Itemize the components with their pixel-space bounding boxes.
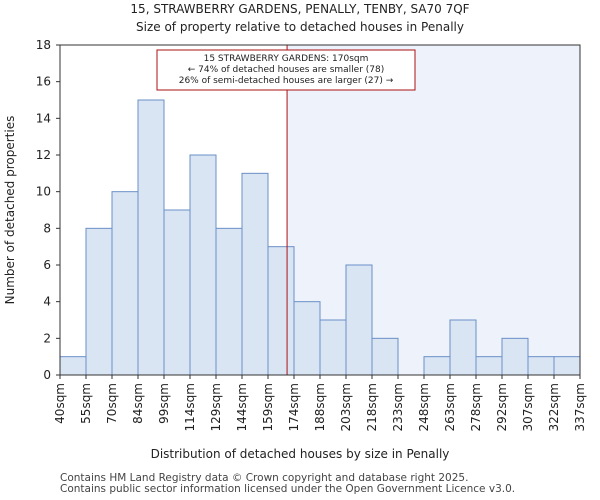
bar: [475, 356, 503, 376]
x-tick-label: 55sqm: [79, 383, 93, 424]
y-tick-label: 8: [43, 221, 51, 235]
bars-group: [59, 99, 581, 376]
x-axis-label: Distribution of detached houses by size …: [151, 447, 450, 461]
bar: [319, 319, 347, 376]
x-tick-label: 84sqm: [131, 383, 145, 424]
bar: [449, 319, 477, 376]
bar: [137, 99, 165, 376]
bar: [345, 264, 373, 376]
x-tick-label: 70sqm: [105, 383, 119, 424]
x-tick-label: 40sqm: [53, 383, 67, 424]
x-tick-label: 263sqm: [443, 383, 457, 431]
x-tick-label: 188sqm: [313, 383, 327, 431]
bar: [241, 172, 269, 376]
bar: [163, 209, 191, 376]
y-tick-label: 12: [36, 148, 51, 162]
annotation-line-1: 15 STRAWBERRY GARDENS: 170sqm: [204, 54, 369, 64]
bar: [267, 246, 295, 376]
x-tick-label: 129sqm: [209, 383, 223, 431]
x-tick-label: 307sqm: [521, 383, 535, 431]
y-tick-label: 16: [36, 75, 51, 89]
y-axis-ticks: 0 2 4 6 8 10 12 14 16 18: [36, 38, 60, 382]
chart-title: 15, STRAWBERRY GARDENS, PENALLY, TENBY, …: [130, 2, 469, 16]
x-tick-label: 337sqm: [573, 383, 587, 431]
bar: [215, 227, 243, 376]
footer-licence: Contains public sector information licen…: [60, 483, 516, 495]
bar: [553, 356, 581, 376]
bar: [111, 191, 139, 376]
y-tick-label: 6: [43, 258, 51, 272]
x-tick-label: 233sqm: [391, 383, 405, 431]
bar: [59, 356, 87, 376]
annotation-line-3: 26% of semi-detached houses are larger (…: [179, 76, 394, 86]
y-tick-label: 0: [43, 368, 51, 382]
bar: [293, 301, 321, 376]
annotation-line-2: ← 74% of detached houses are smaller (78…: [188, 65, 385, 75]
annotation-box: 15 STRAWBERRY GARDENS: 170sqm ← 74% of d…: [156, 49, 416, 91]
bar: [85, 227, 113, 376]
bar: [189, 154, 217, 376]
y-tick-label: 4: [43, 295, 51, 309]
y-tick-label: 14: [36, 111, 51, 125]
x-tick-label: 159sqm: [261, 383, 275, 431]
x-tick-label: 203sqm: [339, 383, 353, 431]
x-tick-label: 114sqm: [183, 383, 197, 431]
x-axis-ticks: 40sqm 55sqm 70sqm 84sqm 99sqm 114sqm 129sqm 144…: [53, 375, 587, 431]
x-tick-label: 144sqm: [235, 383, 249, 431]
x-tick-label: 322sqm: [547, 383, 561, 431]
y-tick-label: 2: [43, 331, 51, 345]
x-tick-label: 278sqm: [469, 383, 483, 431]
x-tick-label: 248sqm: [417, 383, 431, 431]
bar: [423, 356, 451, 376]
y-tick-label: 18: [36, 38, 51, 52]
x-tick-label: 218sqm: [365, 383, 379, 431]
x-tick-label: 99sqm: [157, 383, 171, 424]
bar: [371, 337, 399, 376]
y-tick-label: 10: [36, 185, 51, 199]
y-axis-label: Number of detached properties: [3, 116, 17, 305]
x-tick-label: 174sqm: [287, 383, 301, 431]
bar: [527, 356, 555, 376]
chart-subtitle: Size of property relative to detached ho…: [136, 20, 464, 34]
bar: [501, 337, 529, 376]
footer-copyright: Contains HM Land Registry data © Crown c…: [60, 472, 469, 484]
x-tick-label: 292sqm: [495, 383, 509, 431]
